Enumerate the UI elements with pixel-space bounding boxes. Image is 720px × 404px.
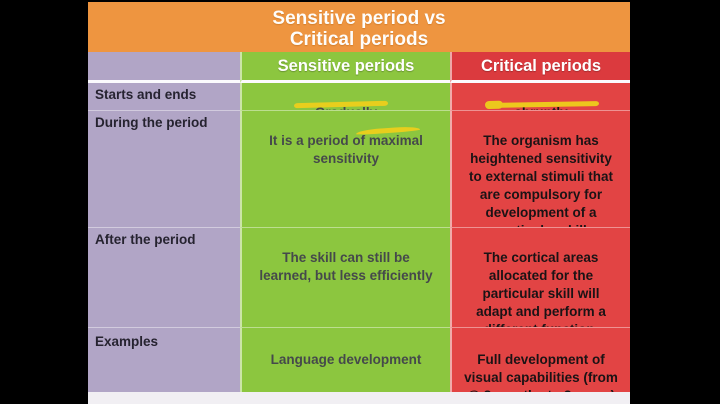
cell-sensitive-during-the-period: It is a period of maximal sensitivity <box>240 110 450 227</box>
cell-sensitive-during-the-period-text: It is a period of maximal sensitivity <box>269 133 423 166</box>
cell-sensitive-after-the-period-text: The skill can still be learned, but less… <box>259 250 433 283</box>
column-header-blank <box>88 52 240 83</box>
column-header-sensitive-label: Sensitive periods <box>277 56 415 75</box>
highlight-underline-abruptly <box>486 101 600 108</box>
title-banner: Sensitive period vs Critical periods <box>88 2 630 52</box>
column-header-sensitive: Sensitive periods <box>240 52 450 83</box>
column-header-critical: Critical periods <box>450 52 630 83</box>
row-label-starts-and-ends: Starts and ends <box>88 83 240 110</box>
cell-sensitive-after-the-period: The skill can still be learned, but less… <box>240 227 450 327</box>
cell-critical-examples-text: Full development of visual capabilities … <box>464 352 618 392</box>
row-label-examples: Examples <box>88 327 240 392</box>
title-line-1: Sensitive period vs <box>272 8 446 29</box>
letterbox-right <box>630 0 720 404</box>
cell-critical-starts-and-ends: abruptly <box>450 83 630 110</box>
cell-sensitive-examples-text: Language development <box>270 352 422 367</box>
letterbox-left <box>0 0 88 404</box>
comparison-table: Sensitive periods Critical periods Start… <box>88 52 630 392</box>
cell-critical-examples: Full development of visual capabilities … <box>450 327 630 392</box>
cell-sensitive-starts-and-ends-text: Gradually <box>315 105 377 110</box>
row-label-after-the-period: After the period <box>88 227 240 327</box>
cell-critical-after-the-period-text: The cortical areas allocated for the par… <box>476 250 606 327</box>
row-label-during-the-period: During the period <box>88 110 240 227</box>
cell-critical-during-the-period: The organism has heightened sensitivity … <box>450 110 630 227</box>
cell-sensitive-starts-and-ends: Gradually <box>240 83 450 110</box>
slide: Sensitive period vs Critical periods Sen… <box>88 2 630 404</box>
cell-sensitive-examples: Language development <box>240 327 450 392</box>
cell-critical-after-the-period: The cortical areas allocated for the par… <box>450 227 630 327</box>
title-line-2: Critical periods <box>289 29 429 50</box>
slide-bottom-strip <box>88 392 630 404</box>
cell-critical-starts-and-ends-text: abruptly <box>514 105 567 110</box>
column-header-critical-label: Critical periods <box>480 56 602 75</box>
cell-critical-during-the-period-text: The organism has heightened sensitivity … <box>468 133 614 227</box>
